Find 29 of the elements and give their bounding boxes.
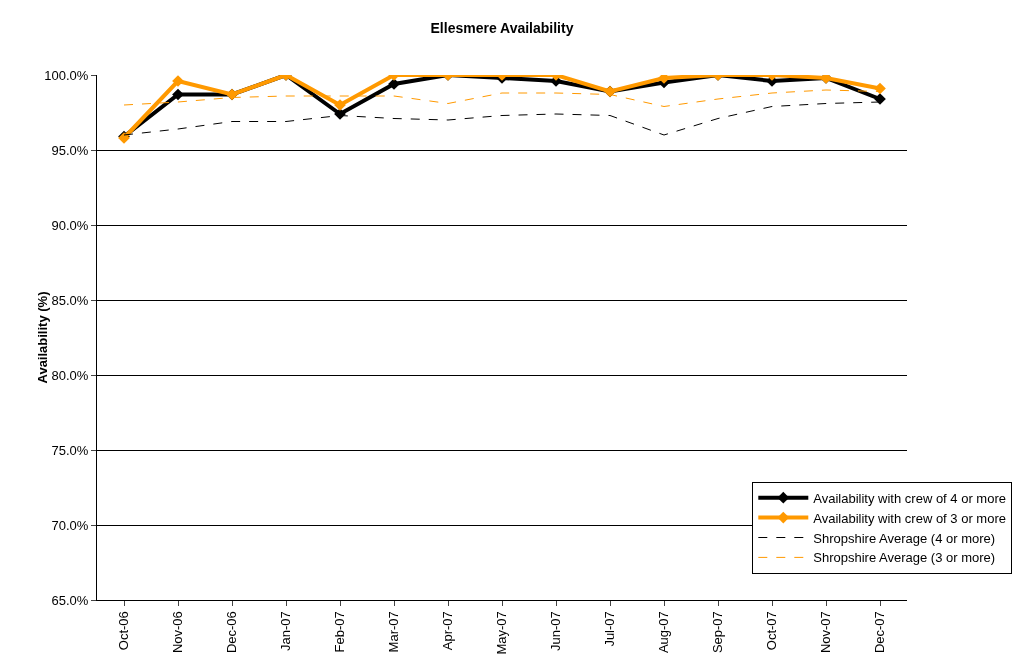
x-tick-label: Nov-07: [818, 611, 834, 654]
chart-title: Ellesmere Availability: [430, 20, 574, 37]
y-tick-label: 80.0%: [51, 367, 89, 383]
x-tick-label: Sep-07: [710, 611, 726, 654]
x-tick-label: Aug-07: [656, 611, 672, 654]
x-tick-label: Jun-07: [548, 611, 564, 651]
x-tick-label: Dec-06: [224, 611, 240, 654]
y-tick-label: 90.0%: [51, 217, 89, 233]
x-tick-label: Jan-07: [278, 611, 294, 651]
y-axis-title: Availability (%): [34, 291, 50, 384]
x-tick-label: Feb-07: [332, 611, 348, 653]
y-tick-label: 100.0%: [44, 67, 89, 83]
y-tick-label: 85.0%: [51, 292, 89, 308]
legend-label: Shropshire Average (4 or more): [813, 530, 996, 546]
x-tick-label: Dec-07: [872, 611, 888, 654]
y-tick-label: 75.0%: [51, 442, 89, 458]
x-tick-label: Nov-06: [170, 611, 186, 654]
legend-label: Shropshire Average (3 or more): [813, 550, 996, 566]
x-tick-label: Oct-07: [764, 611, 780, 651]
y-tick-label: 70.0%: [51, 517, 89, 533]
x-tick-label: Oct-06: [116, 611, 132, 651]
legend-label: Availability with crew of 4 or more: [813, 490, 1006, 506]
x-tick-label: Apr-07: [440, 611, 456, 651]
y-tick-label: 95.0%: [51, 142, 89, 158]
y-tick-label: 65.0%: [51, 592, 89, 608]
x-tick-label: May-07: [494, 611, 510, 655]
x-tick-label: Jul-07: [602, 611, 618, 647]
x-tick-label: Mar-07: [386, 611, 402, 653]
legend-label: Availability with crew of 3 or more: [813, 510, 1006, 526]
